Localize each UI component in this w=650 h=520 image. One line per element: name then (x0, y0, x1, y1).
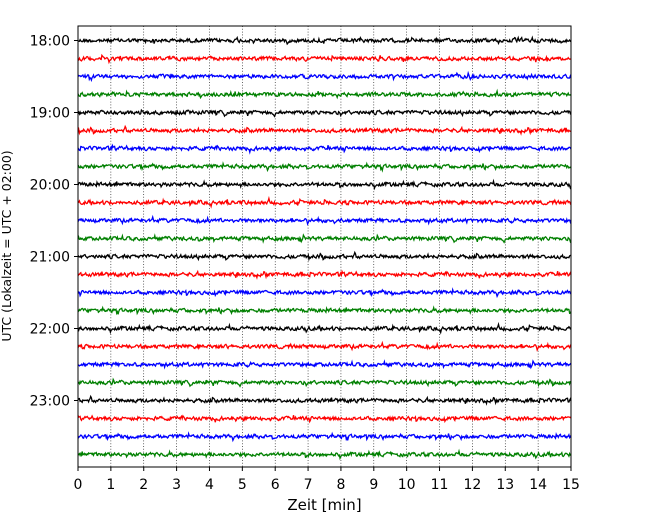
plot-frame (77, 25, 572, 468)
x-tick-label: 6 (271, 477, 280, 493)
x-tick-label: 15 (562, 477, 580, 493)
trace-line (77, 269, 572, 280)
x-tick-label: 5 (238, 477, 247, 493)
trace-line (77, 233, 572, 244)
y-tick-label: 22:00 (30, 322, 70, 338)
trace-line (77, 70, 572, 83)
trace-line (77, 305, 572, 316)
traces (77, 35, 572, 461)
y-axis-ticks: 18:00 19:00 20:00 21:00 22:00 23:00 (30, 34, 78, 410)
x-tick-label: 0 (74, 477, 83, 493)
x-tick-label: 4 (205, 477, 214, 493)
trace-line (77, 431, 572, 443)
trace-line (77, 161, 572, 173)
trace-line (77, 340, 572, 352)
x-tick-label: 11 (431, 477, 449, 493)
trace-line (77, 377, 572, 388)
x-tick-label: 7 (304, 477, 313, 493)
x-tick-label: 8 (336, 477, 345, 493)
trace-line (77, 108, 572, 118)
y-tick-label: 20:00 (30, 178, 70, 194)
x-tick-label: 10 (398, 477, 416, 493)
trace-line (77, 287, 572, 299)
x-axis-label: Zeit [min] (287, 496, 361, 514)
trace-line (77, 143, 572, 155)
y-tick-label: 19:00 (30, 106, 70, 122)
trace-line (77, 35, 572, 46)
trace-line (77, 124, 572, 136)
trace-line (77, 414, 572, 424)
y-tick-label: 18:00 (30, 34, 70, 50)
trace-line (77, 178, 572, 191)
trace-line (77, 214, 572, 226)
y-tick-label: 23:00 (30, 394, 70, 410)
x-tick-label: 14 (529, 477, 547, 493)
grid-lines (110, 26, 539, 467)
trace-line (77, 394, 572, 406)
x-tick-label: 13 (496, 477, 514, 493)
y-axis-label: UTC (Lokalzeit = UTC + 02:00) (0, 150, 14, 341)
trace-line (77, 359, 572, 370)
trace-line (77, 321, 572, 335)
y-tick-label: 21:00 (30, 250, 70, 266)
x-tick-label: 1 (106, 477, 115, 493)
x-tick-label: 2 (139, 477, 148, 493)
trace-line (77, 250, 572, 262)
trace-line (77, 53, 572, 65)
x-axis-ticks: 0 1 2 3 4 5 6 7 8 9 10 11 12 13 14 15 (74, 467, 580, 493)
trace-line (77, 448, 572, 461)
trace-line (77, 88, 572, 100)
x-tick-label: 3 (172, 477, 181, 493)
x-tick-label: 9 (369, 477, 378, 493)
trace-line (77, 195, 572, 209)
x-tick-label: 12 (463, 477, 481, 493)
plot-area (78, 26, 571, 467)
